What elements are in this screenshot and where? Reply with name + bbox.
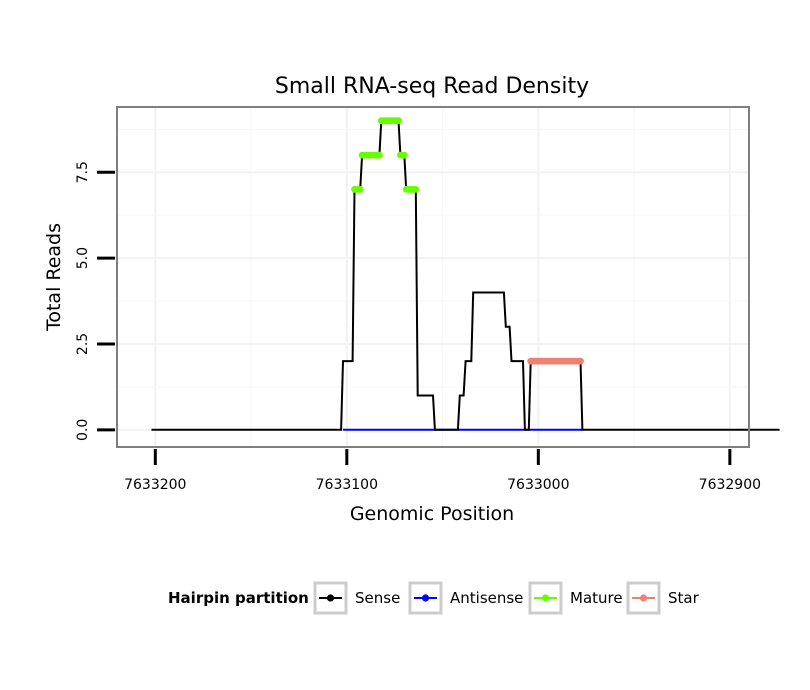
- x-tick-label: 7633200: [124, 477, 186, 493]
- legend-dot-antisense: [421, 594, 430, 602]
- series-layer: [151, 117, 780, 431]
- axes: 7633200 7633100 7633000 7632900 0.0 2.5 5.0 7.5: [75, 161, 761, 493]
- legend: Hairpin partition Sense Antisense Mature St…: [168, 581, 700, 615]
- y-tick-label: 0.0: [75, 419, 91, 441]
- x-tick-label: 7633100: [316, 477, 378, 493]
- legend-label-antisense: Antisense: [450, 589, 523, 607]
- grid: [117, 107, 749, 447]
- sense-series-line: [151, 119, 780, 431]
- mature-point: [412, 186, 420, 193]
- legend-label-mature: Mature: [570, 589, 623, 607]
- x-tick-label: 7632900: [699, 477, 761, 493]
- legend-label-star: Star: [668, 589, 700, 607]
- legend-dot-star: [639, 594, 648, 602]
- star-point: [577, 357, 584, 365]
- legend-label-sense: Sense: [355, 589, 400, 607]
- mature-point: [376, 151, 383, 159]
- y-axis-title: Total Reads: [43, 223, 65, 332]
- plot-panel: [117, 107, 749, 447]
- mature-point: [400, 151, 408, 159]
- plot-border: [116, 106, 750, 448]
- chart-title: Small RNA-seq Read Density: [275, 74, 589, 99]
- x-axis-title: Genomic Position: [350, 503, 514, 525]
- mature-point: [356, 186, 364, 193]
- legend-dot-sense: [326, 594, 335, 602]
- legend-title: Hairpin partition: [168, 589, 309, 607]
- y-tick-label: 5.0: [75, 247, 91, 269]
- y-tick-label: 2.5: [75, 333, 91, 355]
- legend-dot-mature: [541, 594, 550, 602]
- x-tick-label: 7633000: [507, 477, 569, 493]
- y-tick-label: 7.5: [75, 161, 91, 183]
- mature-point: [395, 117, 402, 125]
